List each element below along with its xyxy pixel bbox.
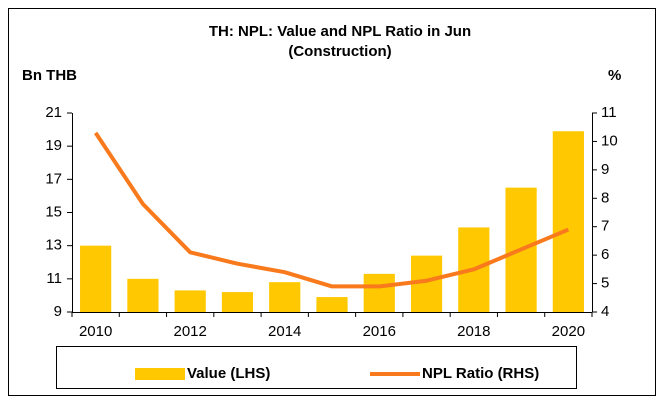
x-tick-label: 2020	[552, 323, 585, 340]
chart-frame	[8, 8, 656, 396]
y-tick-label: 17	[45, 170, 62, 187]
bar	[269, 282, 301, 312]
legend-label: NPL Ratio (RHS)	[422, 365, 539, 382]
x-tick-label: 2010	[79, 323, 112, 340]
y-tick-label: 13	[45, 237, 62, 254]
y-tick-label: 9	[54, 303, 62, 320]
y-tick-label: 21	[45, 104, 62, 121]
y2-tick-label: 9	[601, 161, 609, 178]
bar	[221, 292, 254, 312]
x-tick-label: 2012	[173, 323, 206, 340]
line-series	[93, 131, 570, 289]
bar	[174, 290, 206, 312]
y2-tick-label: 8	[601, 189, 609, 206]
bar	[316, 297, 348, 312]
y2-tick-label: 4	[601, 303, 609, 320]
x-tick-label: 2016	[363, 323, 396, 340]
legend-swatch	[135, 368, 185, 380]
bar	[363, 273, 395, 312]
chart-subtitle: (Construction)	[288, 43, 391, 60]
y2-tick-label: 10	[601, 132, 618, 149]
y-tick-label: 15	[45, 203, 62, 220]
y-tick-label: 11	[46, 270, 62, 287]
bar	[552, 131, 584, 312]
y-tick-label: 19	[45, 137, 62, 154]
y-axis-label: Bn THB	[22, 67, 77, 84]
bar	[80, 245, 112, 312]
chart-title: TH: NPL: Value and NPL Ratio in Jun	[209, 23, 471, 40]
legend-box	[56, 346, 577, 389]
y2-tick-label: 6	[601, 246, 609, 263]
bar	[127, 278, 159, 312]
y2-tick-label: 11	[601, 104, 617, 121]
legend-label: Value (LHS)	[187, 365, 270, 382]
y2-tick-label: 7	[601, 218, 609, 235]
y2-tick-label: 5	[601, 275, 609, 292]
y2-axis-label: %	[608, 67, 621, 84]
x-tick-label: 2014	[268, 323, 301, 340]
x-tick-label: 2018	[457, 323, 490, 340]
